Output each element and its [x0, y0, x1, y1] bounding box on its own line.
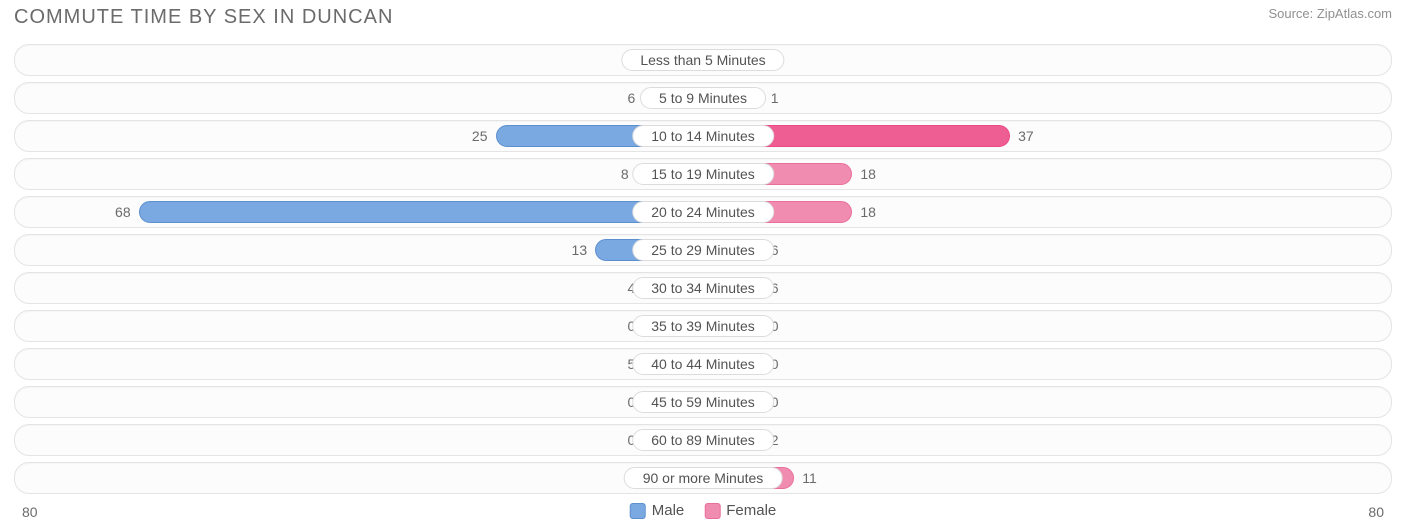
chart-row: 5040 to 44 Minutes: [14, 348, 1392, 380]
female-value: 18: [860, 159, 876, 189]
female-value: 18: [860, 197, 876, 227]
category-label: 90 or more Minutes: [624, 467, 783, 489]
female-value: 11: [802, 463, 817, 493]
category-label: 5 to 9 Minutes: [640, 87, 766, 109]
male-value: 6: [627, 83, 635, 113]
category-label: 35 to 39 Minutes: [632, 315, 774, 337]
female-value: 1: [771, 83, 779, 113]
chart-row: 13625 to 29 Minutes: [14, 234, 1392, 266]
male-value: 25: [472, 121, 488, 151]
male-value: 68: [115, 197, 131, 227]
chart-row: 72Less than 5 Minutes: [14, 44, 1392, 76]
category-label: 10 to 14 Minutes: [632, 125, 774, 147]
legend: Male Female: [630, 502, 777, 519]
axis-max-right: 80: [1368, 504, 1384, 520]
legend-female-label: Female: [726, 502, 776, 519]
female-swatch-icon: [704, 503, 720, 519]
chart-row: 0260 to 89 Minutes: [14, 424, 1392, 456]
male-bar: [139, 201, 703, 223]
chart-row: 25 37 10 to 14 Minutes: [14, 120, 1392, 152]
chart-row: 0035 to 39 Minutes: [14, 310, 1392, 342]
category-label: 40 to 44 Minutes: [632, 353, 774, 375]
chart-row: 0045 to 59 Minutes: [14, 386, 1392, 418]
chart-body: 72Less than 5 Minutes 6 15 to 9 Minutes 25 3…: [0, 36, 1406, 494]
chart-row: 21190 or more Minutes: [14, 462, 1392, 494]
chart-header: COMMUTE TIME BY SEX IN DUNCAN Source: Zi…: [0, 0, 1406, 36]
category-label: 45 to 59 Minutes: [632, 391, 774, 413]
male-value: 13: [572, 235, 588, 265]
legend-male-label: Male: [652, 502, 685, 519]
chart-footer: 80 Male Female 80: [0, 500, 1406, 522]
category-label: 25 to 29 Minutes: [632, 239, 774, 261]
male-value: 8: [621, 159, 629, 189]
category-label: 15 to 19 Minutes: [632, 163, 774, 185]
category-label: 30 to 34 Minutes: [632, 277, 774, 299]
chart-source: Source: ZipAtlas.com: [1268, 6, 1392, 21]
legend-male: Male: [630, 502, 685, 519]
category-label: Less than 5 Minutes: [621, 49, 784, 71]
chart-row: 8 18 15 to 19 Minutes: [14, 158, 1392, 190]
chart-title: COMMUTE TIME BY SEX IN DUNCAN: [14, 6, 393, 29]
chart-row: 68 18 20 to 24 Minutes: [14, 196, 1392, 228]
female-value: 37: [1018, 121, 1034, 151]
male-swatch-icon: [630, 503, 646, 519]
category-label: 20 to 24 Minutes: [632, 201, 774, 223]
legend-female: Female: [704, 502, 776, 519]
axis-max-left: 80: [22, 504, 38, 520]
chart-row: 4630 to 34 Minutes: [14, 272, 1392, 304]
category-label: 60 to 89 Minutes: [632, 429, 774, 451]
chart-row: 6 15 to 9 Minutes: [14, 82, 1392, 114]
